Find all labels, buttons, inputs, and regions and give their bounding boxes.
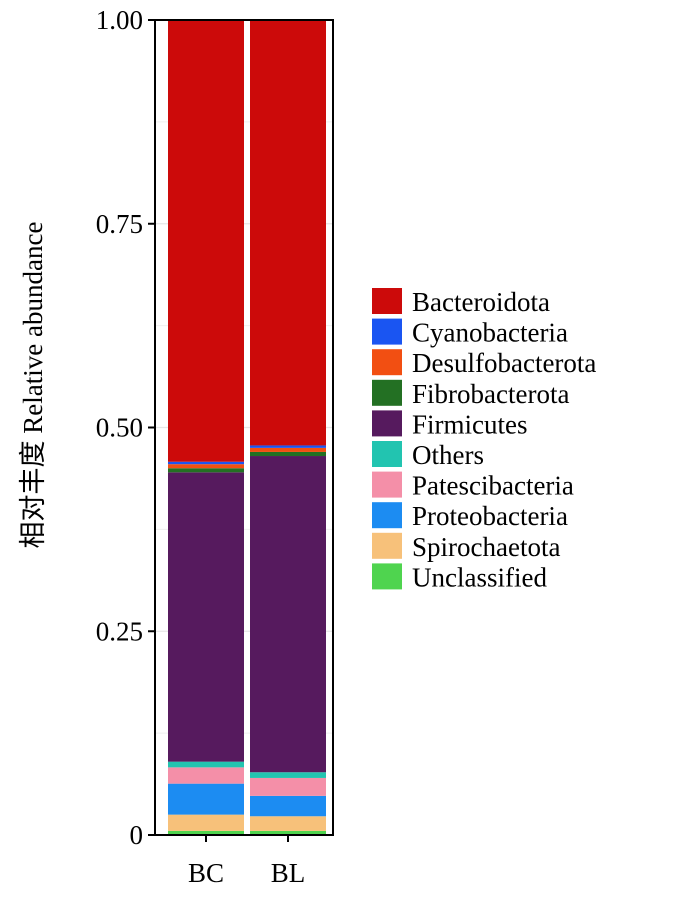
legend-swatch xyxy=(372,318,402,345)
legend-label: Proteobacteria xyxy=(412,501,568,531)
bar-segment-bc-bacteroidota xyxy=(168,20,244,462)
legend-swatch xyxy=(372,379,402,406)
bar-segment-bl-unclassified xyxy=(250,830,326,835)
legend-item-fibrobacterota: Fibrobacterota xyxy=(372,379,569,409)
y-axis-label: 相对丰度 Relative abundance xyxy=(18,222,48,549)
bar-segment-bl-cyanobacteria xyxy=(250,445,326,448)
axes xyxy=(148,19,334,842)
bar-segment-bl-patescibacteria xyxy=(250,777,326,796)
legend-swatch xyxy=(372,471,402,498)
bar-segment-bl-fibrobacterota xyxy=(250,451,326,457)
legend-item-unclassified: Unclassified xyxy=(372,562,547,592)
bar-segment-bc-fibrobacterota xyxy=(168,468,244,473)
legend-label: Bacteroidota xyxy=(412,287,550,317)
legend-item-desulfobacterota: Desulfobacterota xyxy=(372,348,596,378)
bar-segment-bc-cyanobacteria xyxy=(168,461,244,465)
y-tick-label: 0.50 xyxy=(96,413,143,443)
bar-segment-bl-spirochaetota xyxy=(250,816,326,831)
legend-item-others: Others xyxy=(372,440,484,470)
y-tick-label: 0 xyxy=(130,820,144,850)
bars xyxy=(168,20,326,835)
legend-swatch xyxy=(372,502,402,529)
y-tick-labels: 0 0.25 0.50 0.75 1.00 xyxy=(96,5,143,850)
legend-label: Spirochaetota xyxy=(412,532,560,562)
y-tick-label: 0.75 xyxy=(96,209,143,239)
x-tick-labels: BC BL xyxy=(188,858,305,888)
bar-segment-bl-others xyxy=(250,772,326,778)
legend-label: Desulfobacterota xyxy=(412,348,596,378)
y-tick-label: 0.25 xyxy=(96,616,143,646)
bar-segment-bl-bacteroidota xyxy=(250,20,326,446)
bar-segment-bc-firmicutes xyxy=(168,472,244,762)
legend-label: Cyanobacteria xyxy=(412,318,568,348)
bar-segment-bl-desulfobacterota xyxy=(250,447,326,452)
legend-item-firmicutes: Firmicutes xyxy=(372,409,528,439)
x-tick-label: BC xyxy=(188,858,224,888)
bar-segment-bc-unclassified xyxy=(168,830,244,835)
legend: BacteroidotaCyanobacteriaDesulfobacterot… xyxy=(372,287,596,592)
legend-label: Patescibacteria xyxy=(412,471,574,501)
legend-swatch xyxy=(372,532,402,559)
x-tick-label: BL xyxy=(271,858,306,888)
y-tick-label: 1.00 xyxy=(96,5,143,35)
legend-swatch xyxy=(372,410,402,437)
bar-segment-bc-proteobacteria xyxy=(168,783,244,815)
legend-item-cyanobacteria: Cyanobacteria xyxy=(372,318,568,348)
legend-item-proteobacteria: Proteobacteria xyxy=(372,501,568,531)
legend-swatch xyxy=(372,288,402,314)
legend-swatch xyxy=(372,441,402,467)
bar-segment-bl-firmicutes xyxy=(250,456,326,773)
legend-swatch xyxy=(372,563,402,590)
legend-item-bacteroidota: Bacteroidota xyxy=(372,287,550,317)
legend-label: Unclassified xyxy=(412,562,547,592)
bar-segment-bc-others xyxy=(168,761,244,768)
bar-segment-bc-patescibacteria xyxy=(168,767,244,784)
legend-label: Firmicutes xyxy=(412,409,528,439)
legend-label: Others xyxy=(412,440,484,470)
legend-item-spirochaetota: Spirochaetota xyxy=(372,532,560,562)
bar-segment-bc-desulfobacterota xyxy=(168,464,244,469)
legend-swatch xyxy=(372,349,402,376)
bar-segment-bl-proteobacteria xyxy=(250,795,326,817)
legend-item-patescibacteria: Patescibacteria xyxy=(372,471,574,501)
bar-segment-bc-spirochaetota xyxy=(168,814,244,831)
legend-label: Fibrobacterota xyxy=(412,379,569,409)
